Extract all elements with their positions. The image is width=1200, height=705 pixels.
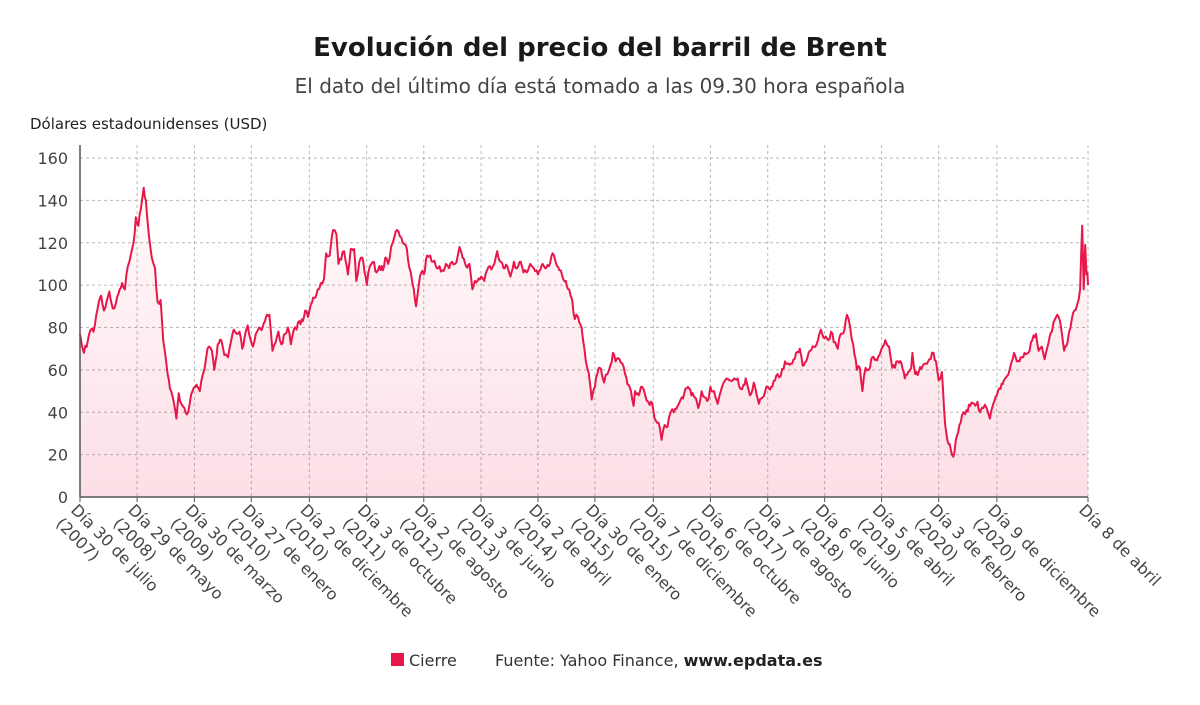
chart-title: Evolución del precio del barril de Brent <box>313 33 887 63</box>
source-note: Fuente: Yahoo Finance, www.epdata.es <box>495 651 822 670</box>
y-tick-label: 80 <box>48 319 68 338</box>
y-axis-ticks: 0 20 40 60 80 100 120 140 160 <box>37 149 68 507</box>
legend-swatch-cierre <box>391 653 404 666</box>
y-tick-label: 120 <box>37 234 68 253</box>
series-line-cierre <box>79 186 1089 458</box>
price-area-fill <box>80 187 1088 497</box>
legend-label-cierre: Cierre <box>409 651 457 670</box>
y-tick-label: 100 <box>37 276 68 295</box>
y-tick-label: 40 <box>48 403 68 422</box>
y-tick-label: 160 <box>37 149 68 168</box>
y-tick-label: 0 <box>58 488 68 507</box>
y-tick-label: 60 <box>48 361 68 380</box>
x-tick-label: Día 8 de abril <box>1075 500 1164 589</box>
x-tick-line1: Día 8 de abril <box>1075 500 1164 589</box>
y-tick-label: 140 <box>37 191 68 210</box>
x-axis-ticks: Día 30 de julio(2007) Día 29 de mayo(2008… <box>52 497 1165 621</box>
chart-subtitle: El dato del último día está tomado a las… <box>295 74 906 98</box>
source-prefix: Fuente: Yahoo Finance, <box>495 651 684 670</box>
y-axis-label: Dólares estadounidenses (USD) <box>30 115 267 133</box>
legend: Cierre Fuente: Yahoo Finance, www.epdata… <box>391 651 822 670</box>
source-site: www.epdata.es <box>684 651 823 670</box>
y-tick-label: 20 <box>48 446 68 465</box>
